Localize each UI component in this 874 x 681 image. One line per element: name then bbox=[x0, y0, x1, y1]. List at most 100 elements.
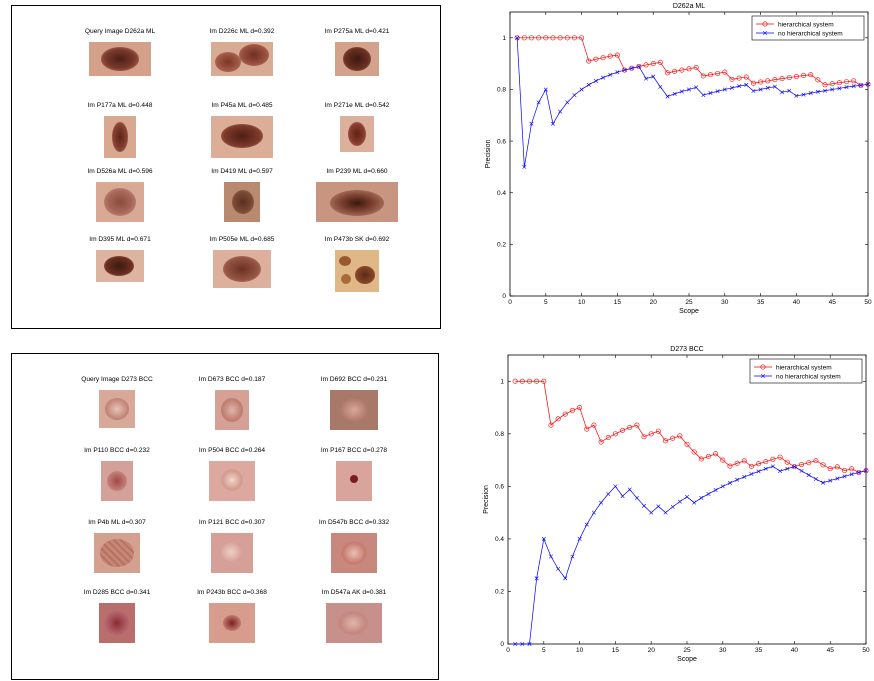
x-tick-label: 0 bbox=[506, 647, 510, 654]
x-tick-label: 45 bbox=[829, 299, 837, 306]
precision-chart-d262a: D262a ML0510152025303540455000.20.40.60.… bbox=[480, 0, 874, 322]
legend-label: hierarchical system bbox=[778, 21, 834, 28]
image-caption: Im P239 ML d=0.660 bbox=[287, 168, 427, 176]
precision-chart-d273: D273 BCC0510152025303540455000.20.40.60.… bbox=[480, 343, 874, 679]
result-cell: Im D692 BCC d=0.231 bbox=[284, 376, 424, 430]
legend-label: no hierarchical system bbox=[776, 373, 841, 380]
result-cell: Im P177a ML d=0.448 bbox=[50, 102, 190, 158]
lesion-image bbox=[99, 390, 135, 428]
lesion-image bbox=[94, 533, 140, 573]
lesion-image bbox=[340, 116, 374, 152]
x-tick-label: 25 bbox=[683, 647, 691, 654]
x-tick-label: 50 bbox=[864, 299, 872, 306]
lesion-image bbox=[335, 42, 379, 76]
y-tick-label: 0.8 bbox=[497, 87, 506, 94]
x-tick-label: 40 bbox=[791, 647, 799, 654]
x-tick-label: 10 bbox=[576, 647, 584, 654]
lesion-image bbox=[215, 390, 249, 430]
lesion-image bbox=[96, 250, 144, 282]
query-cell: Query Image D262a ML bbox=[50, 28, 190, 76]
lesion-image bbox=[209, 603, 255, 643]
x-tick-label: 30 bbox=[721, 299, 729, 306]
lesion-image bbox=[330, 390, 378, 430]
x-axis-label: Scope bbox=[677, 656, 697, 663]
image-caption: Im P177a ML d=0.448 bbox=[50, 102, 190, 110]
result-cell: Im D395 ML d=0.671 bbox=[50, 236, 190, 282]
lesion-image bbox=[99, 603, 135, 643]
y-tick-label: 1 bbox=[500, 378, 504, 385]
y-tick-label: 0.6 bbox=[495, 484, 504, 491]
lesion-image bbox=[213, 250, 271, 288]
result-cell: Im P271e ML d=0.542 bbox=[287, 102, 427, 152]
lesion-image bbox=[336, 461, 372, 501]
image-caption: Im P121 BCC d=0.307 bbox=[162, 519, 302, 527]
lesion-image bbox=[211, 42, 273, 76]
result-cell: Im D673 BCC d=0.187 bbox=[162, 376, 302, 430]
result-cell: Im P275a ML d=0.421 bbox=[287, 28, 427, 76]
retrieval-panel-bcc: Query Image D273 BCC Im D673 BCC d=0.187… bbox=[11, 353, 439, 680]
lesion-image bbox=[96, 182, 144, 222]
x-tick-label: 10 bbox=[578, 299, 586, 306]
image-caption: Im P504 BCC d=0.264 bbox=[162, 447, 302, 455]
result-cell: Im D526a ML d=0.596 bbox=[50, 168, 190, 222]
y-tick-label: 0.2 bbox=[497, 242, 506, 249]
chart-title: D262a ML bbox=[673, 3, 705, 10]
image-caption: Im P243b BCC d=0.368 bbox=[162, 589, 302, 597]
x-tick-label: 35 bbox=[755, 647, 763, 654]
lesion-image bbox=[331, 533, 377, 573]
lesion-image bbox=[335, 250, 379, 292]
y-tick-label: 1 bbox=[502, 35, 506, 42]
result-cell: Im P239 ML d=0.660 bbox=[287, 168, 427, 222]
x-tick-label: 0 bbox=[508, 299, 512, 306]
x-tick-label: 30 bbox=[719, 647, 727, 654]
lesion-image bbox=[224, 182, 260, 222]
legend-label: no hierarchical system bbox=[778, 30, 843, 37]
x-axis-label: Scope bbox=[679, 308, 699, 315]
lesion-image bbox=[211, 533, 253, 573]
image-caption: Im D547b BCC d=0.332 bbox=[284, 519, 424, 527]
lesion-image bbox=[211, 116, 273, 158]
y-tick-label: 0.4 bbox=[495, 536, 504, 543]
x-tick-label: 15 bbox=[614, 299, 622, 306]
x-tick-label: 35 bbox=[757, 299, 765, 306]
plot-area bbox=[510, 12, 868, 296]
y-tick-label: 0.8 bbox=[495, 431, 504, 438]
lesion-image bbox=[209, 461, 255, 501]
retrieval-panel-ml: Query Image D262a ML Im D226c ML d=0.392… bbox=[11, 5, 441, 329]
x-tick-label: 5 bbox=[542, 647, 546, 654]
result-cell: Im P504 BCC d=0.264 bbox=[162, 447, 302, 501]
image-caption: Im D673 BCC d=0.187 bbox=[162, 376, 302, 384]
plot-area bbox=[508, 355, 866, 644]
x-tick-label: 20 bbox=[648, 647, 656, 654]
image-caption: Im D526a ML d=0.596 bbox=[50, 168, 190, 176]
y-axis-label: Precision bbox=[485, 140, 492, 169]
legend-label: hierarchical system bbox=[776, 364, 832, 371]
lesion-image bbox=[104, 116, 136, 158]
x-tick-label: 20 bbox=[650, 299, 658, 306]
y-tick-label: 0.2 bbox=[495, 589, 504, 596]
image-caption: Im D395 ML d=0.671 bbox=[50, 236, 190, 244]
image-caption: Im P271e ML d=0.542 bbox=[287, 102, 427, 110]
result-cell: Im P167 BCC d=0.278 bbox=[284, 447, 424, 501]
y-tick-label: 0.6 bbox=[497, 138, 506, 145]
lesion-image bbox=[89, 42, 151, 76]
result-cell: Im P243b BCC d=0.368 bbox=[162, 589, 302, 643]
result-cell: Im D547b BCC d=0.332 bbox=[284, 519, 424, 573]
image-caption: Im D692 BCC d=0.231 bbox=[284, 376, 424, 384]
image-caption: Im P167 BCC d=0.278 bbox=[284, 447, 424, 455]
y-tick-label: 0.4 bbox=[497, 190, 506, 197]
image-caption: Query Image D262a ML bbox=[50, 28, 190, 36]
y-axis-label: Precision bbox=[483, 485, 490, 514]
y-tick-label: 0 bbox=[500, 641, 504, 648]
result-cell: Im D547a AK d=0.381 bbox=[284, 589, 424, 643]
result-cell: Im P121 BCC d=0.307 bbox=[162, 519, 302, 573]
y-tick-label: 0 bbox=[502, 293, 506, 300]
image-caption: Im P275a ML d=0.421 bbox=[287, 28, 427, 36]
x-tick-label: 25 bbox=[685, 299, 693, 306]
result-cell: Im P473b SK d=0.692 bbox=[287, 236, 427, 292]
x-tick-label: 5 bbox=[544, 299, 548, 306]
image-caption: Im D547a AK d=0.381 bbox=[284, 589, 424, 597]
lesion-image bbox=[101, 461, 133, 501]
x-tick-label: 45 bbox=[827, 647, 835, 654]
lesion-image bbox=[326, 603, 382, 643]
